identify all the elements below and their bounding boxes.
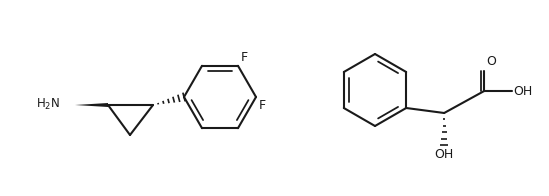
Text: F: F (241, 51, 248, 64)
Text: H$_2$N: H$_2$N (36, 96, 60, 112)
Text: F: F (259, 99, 266, 112)
Text: OH: OH (435, 148, 454, 161)
Text: OH: OH (513, 84, 533, 97)
Polygon shape (75, 103, 108, 107)
Text: O: O (486, 55, 496, 68)
